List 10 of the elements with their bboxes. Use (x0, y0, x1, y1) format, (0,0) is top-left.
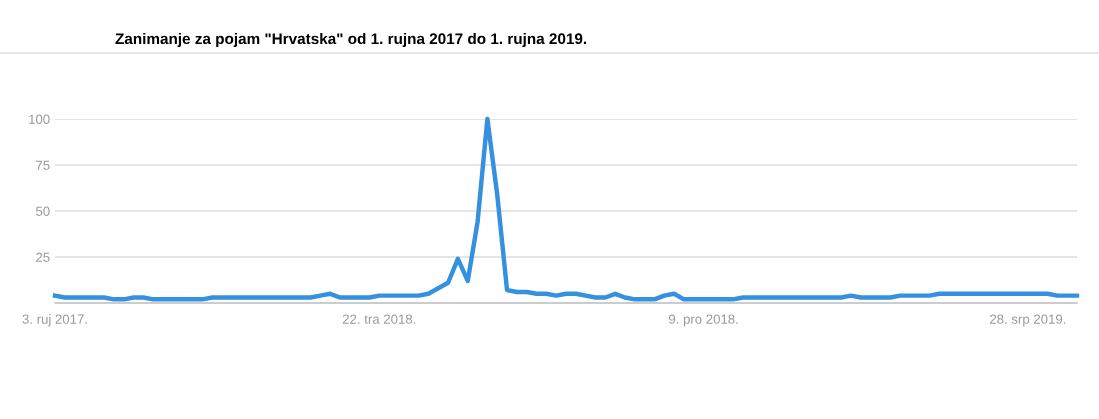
x-tick-label: 28. srp 2019. (990, 314, 1066, 327)
line-series (52, 116, 1080, 302)
x-tick-label: 22. tra 2018. (342, 314, 416, 324)
chart-title: Zanimanje za pojam "Hrvatska" od 1. rujna 2017 do 1. rujna 2019. (115, 32, 587, 48)
x-tick-label: 3. ruj 2017. (22, 314, 87, 327)
y-tick-label: 25 (36, 252, 50, 262)
x-tick-label: 9. pro 2018. (668, 314, 738, 327)
y-tick-label: 75 (36, 160, 50, 170)
y-tick-label: 50 (35, 206, 50, 216)
y-tick-label: 100 (29, 114, 50, 124)
